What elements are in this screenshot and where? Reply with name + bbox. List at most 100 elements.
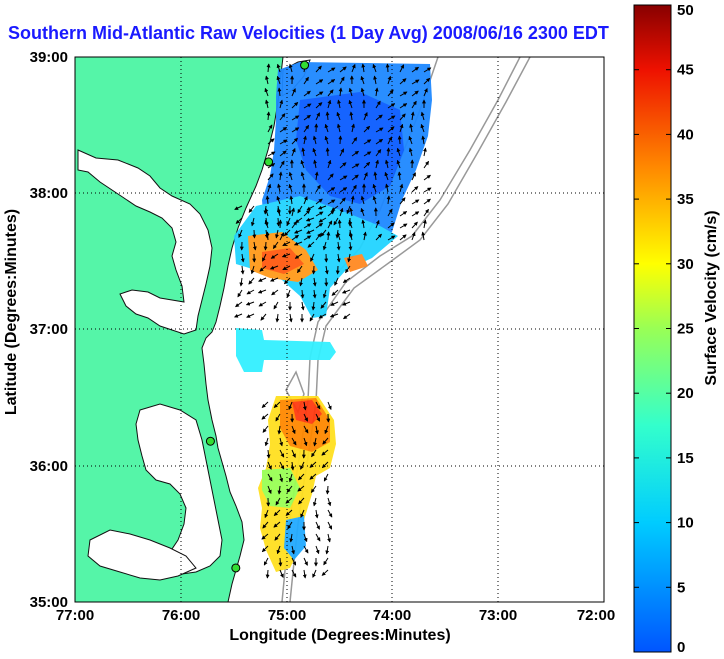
velocity-arrow: [315, 102, 323, 109]
colorbar-ticks: 0 5 10 15 20 25 30 35 40 45 50: [634, 2, 694, 656]
velocity-arrow: [339, 162, 347, 169]
velocity-arrow: [327, 99, 332, 109]
velocity-arrow: [423, 187, 432, 193]
radar-stations: [205, 60, 310, 573]
velocity-arrow: [422, 219, 427, 229]
velocity-arrow: [299, 277, 304, 287]
velocity-arrow: [387, 75, 392, 85]
velocity-arrow: [297, 485, 305, 492]
velocity-arrow: [387, 235, 396, 241]
velocity-arrow: [339, 197, 346, 205]
velocity-arrow: [386, 195, 391, 205]
velocity-arrow: [349, 207, 354, 217]
velocity-arrow: [309, 313, 315, 322]
velocity-arrow: [339, 187, 348, 193]
velocity-arrow: [278, 171, 283, 181]
velocity-arrow: [327, 89, 334, 97]
velocity-arrow: [271, 289, 279, 296]
velocity-arrow: [278, 557, 283, 567]
velocity-arrow: [351, 63, 356, 73]
velocity-arrow: [279, 127, 288, 133]
velocity-arrow: [327, 401, 332, 411]
velocity-arrow: [363, 111, 368, 121]
velocity-arrow: [267, 124, 273, 133]
velocity-arrow: [361, 219, 366, 229]
velocity-arrow: [327, 521, 333, 530]
velocity-arrow: [315, 401, 321, 410]
velocity-arrow: [347, 253, 352, 263]
velocity-arrow: [252, 229, 257, 239]
velocity-arrow: [297, 205, 303, 214]
velocity-arrow: [279, 139, 288, 145]
velocity-arrow: [322, 289, 327, 299]
velocity-arrow: [283, 277, 291, 285]
velocity-arrow: [351, 184, 357, 193]
chesapeake-bay: [77, 149, 213, 335]
velocity-arrow: [363, 161, 371, 169]
velocity-arrow: [351, 137, 358, 145]
velocity-arrow: [264, 509, 269, 519]
velocity-arrow: [276, 75, 281, 85]
velocity-arrow: [335, 229, 340, 239]
velocity-arrow: [264, 217, 269, 227]
velocity-arrow: [288, 171, 293, 181]
velocity-arrow: [314, 171, 319, 181]
velocity-arrow: [351, 174, 359, 181]
velocity-arrow: [423, 174, 431, 181]
velocity-arrow: [325, 111, 330, 121]
velocity-arrow: [345, 265, 351, 274]
velocity-arrow: [327, 497, 332, 507]
velocity-arrow: [312, 277, 317, 287]
velocity-arrow: [396, 147, 401, 157]
velocity-arrow: [410, 111, 415, 121]
velocity-arrow: [422, 147, 427, 157]
velocity-arrow: [375, 233, 382, 241]
velocity-arrow: [267, 163, 276, 169]
velocity-arrow: [266, 111, 271, 121]
velocity-arrow: [408, 147, 413, 157]
velocity-arrow: [315, 222, 324, 229]
velocity-arrows: [233, 63, 432, 579]
velocity-arrow: [423, 88, 428, 97]
velocity-arrow: [384, 159, 389, 169]
velocity-arrow: [399, 103, 408, 109]
velocity-arrow: [315, 233, 322, 241]
velocity-arrow: [387, 136, 393, 145]
velocity-arrow: [385, 63, 390, 73]
velocity-arrow: [286, 217, 291, 227]
colorbar: [633, 4, 672, 653]
velocity-arrow: [375, 138, 384, 145]
velocity-arrow: [258, 277, 267, 282]
y-tick-label: 35:00: [30, 594, 68, 611]
velocity-arrow: [331, 205, 339, 212]
velocity-arrow: [291, 207, 295, 217]
velocity-arrow: [275, 229, 279, 239]
velocity-arrow: [385, 183, 389, 193]
velocity-arrow: [375, 219, 380, 229]
velocity-arrow: [313, 437, 318, 447]
colorbar-tick-label: 5: [677, 579, 685, 596]
x-tick-label: 72:00: [577, 607, 615, 624]
velocity-arrow: [264, 437, 269, 447]
y-tick-label: 39:00: [30, 49, 68, 66]
velocity-arrow: [275, 413, 281, 422]
velocity-arrow: [286, 485, 293, 493]
colorbar-tick-label: 50: [677, 2, 694, 19]
velocity-arrow: [324, 123, 329, 133]
velocity-arrow: [338, 87, 343, 97]
velocity-arrow: [234, 205, 243, 210]
velocity-arrow: [331, 289, 339, 296]
velocity-arrow: [306, 205, 315, 211]
velocity-arrow: [372, 195, 377, 205]
velocity-arrow: [303, 545, 309, 554]
velocity-arrow: [261, 533, 269, 540]
velocity-arrow: [421, 135, 426, 145]
velocity-arrow: [275, 497, 281, 506]
velocity-arrow: [288, 401, 293, 411]
velocity-arrow: [303, 124, 310, 133]
velocity-arrow: [235, 301, 243, 308]
velocity-arrow: [373, 75, 378, 85]
radar-station-marker: [300, 60, 310, 70]
velocity-arrow: [261, 413, 269, 420]
velocity-arrow: [277, 87, 282, 97]
